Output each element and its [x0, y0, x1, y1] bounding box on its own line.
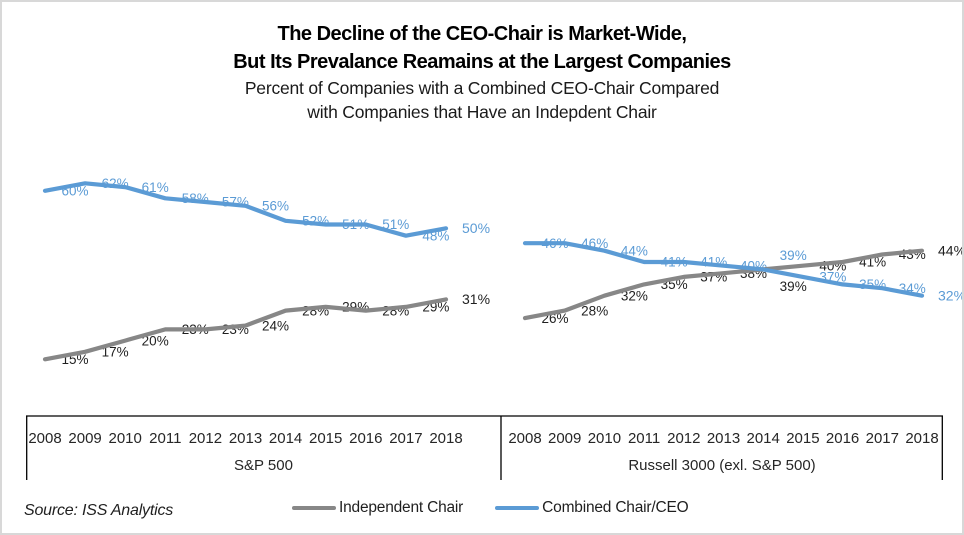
x-tick-label: 2013: [229, 430, 262, 447]
x-tick-label: 2012: [189, 430, 222, 447]
x-tick-label: 2008: [28, 430, 61, 447]
axis-frame: [26, 415, 943, 480]
panel-caption: S&P 500: [234, 457, 293, 474]
data-label: 32%: [938, 287, 964, 303]
legend-swatch-independent-chair: [292, 505, 336, 511]
chart-subtitle-line-2: with Companies that Have an Indepdent Ch…: [307, 102, 657, 122]
legend-item-combined-chair-ceo: Combined Chair/CEO: [495, 499, 689, 517]
x-tick-label: 2016: [826, 430, 859, 447]
legend-item-independent-chair: Independent Chair: [292, 499, 463, 517]
chart-title-line-2: But Its Prevalance Reamains at the Large…: [233, 51, 731, 73]
data-label: 24%: [262, 318, 289, 333]
x-tick-label: 2010: [588, 430, 621, 447]
legend-label-independent-chair: Independent Chair: [339, 499, 464, 516]
panel-caption: Russell 3000 (exl. S&P 500): [628, 457, 815, 474]
x-tick-label: 2009: [548, 430, 581, 447]
data-label: 61%: [142, 180, 169, 195]
x-tick-label: 2016: [349, 430, 382, 447]
data-label: 44%: [938, 242, 964, 258]
series-line-independent-chair: [522, 248, 925, 321]
x-tick-label: 2010: [109, 430, 142, 447]
data-label: 17%: [102, 345, 129, 360]
data-label: 44%: [621, 243, 648, 258]
x-tick-label: 2017: [866, 430, 899, 447]
x-tick-label: 2012: [667, 430, 700, 447]
x-tick-label: 2013: [707, 430, 740, 447]
legend-label-combined-chair-ceo: Combined Chair/CEO: [542, 499, 689, 516]
chart-subtitle-line-1: Percent of Companies with a Combined CEO…: [244, 78, 720, 98]
legend-swatch-combined-chair-ceo: [495, 505, 540, 511]
data-label: 20%: [142, 333, 169, 348]
chart-title-line-1: The Decline of the CEO-Chair is Market-W…: [277, 23, 687, 45]
x-tick-label: 2017: [389, 430, 422, 447]
legend: Independent Chair Combined Chair/CEO: [292, 499, 689, 517]
data-label: 39%: [780, 248, 807, 263]
x-tick-label: 2014: [269, 430, 302, 447]
chart-title-block: The Decline of the CEO-Chair is Market-W…: [2, 20, 962, 124]
x-tick-label: 2018: [905, 430, 938, 447]
source-note: Source: ISS Analytics: [24, 502, 174, 519]
data-label: 32%: [621, 288, 648, 303]
x-tick-label: 2018: [429, 430, 462, 447]
data-label: 31%: [462, 291, 490, 307]
data-label: 50%: [462, 220, 490, 236]
data-label: 39%: [780, 279, 807, 294]
x-tick-label: 2011: [149, 430, 181, 447]
x-tick-label: 2015: [786, 430, 819, 447]
x-tick-label: 2015: [309, 430, 342, 447]
x-tick-label: 2008: [508, 430, 541, 447]
series-line-combined-chair-ceo: [42, 181, 449, 238]
x-tick-label: 2009: [68, 430, 101, 447]
data-label: 28%: [581, 303, 608, 318]
x-tick-label: 2011: [628, 430, 660, 447]
data-label: 56%: [262, 199, 289, 214]
series-line-combined-chair-ceo: [522, 241, 925, 298]
data-label: 51%: [382, 217, 409, 232]
series-line-independent-chair: [42, 297, 449, 362]
x-tick-label: 2014: [747, 430, 780, 447]
